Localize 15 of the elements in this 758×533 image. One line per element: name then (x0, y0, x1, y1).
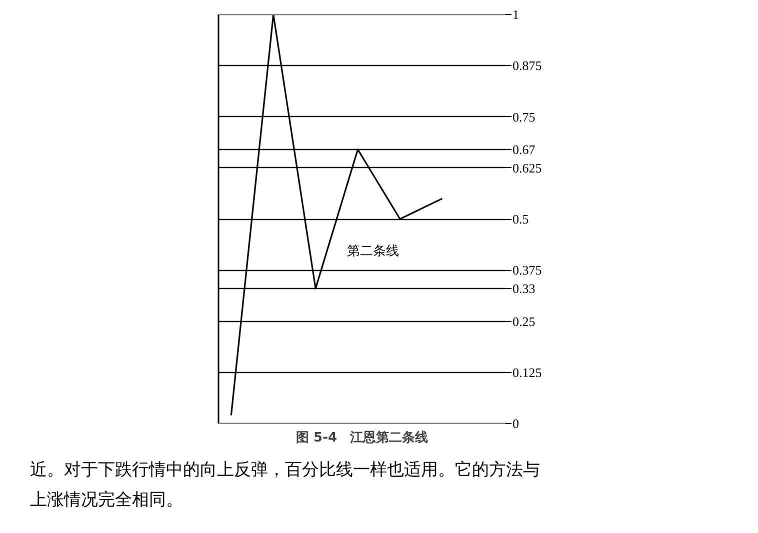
y-tick-label: 0 (512, 416, 519, 431)
y-tick-label: 0.33 (512, 281, 536, 296)
annotation: 第二条线 (347, 244, 400, 260)
y-tick-label: 0.67 (512, 142, 536, 157)
y-tick-label: 0.875 (512, 58, 542, 74)
y-tick-label: 0.5 (512, 212, 529, 226)
text: 近。对于下跌行情中的向上反弹，百分比线一样也适用。它的方法与 (30, 460, 540, 480)
y-tick-label: 0.375 (512, 262, 542, 278)
y-tick-label: 0.25 (512, 314, 536, 329)
y-tick-label: 0.75 (512, 109, 536, 124)
y-tick-label: 0.125 (512, 364, 542, 380)
y-tick-label: 1 (512, 7, 519, 22)
text: 图 5-4 江恩第二条线 (296, 430, 428, 446)
text: 上涨情况完全相同。 (30, 490, 183, 510)
y-tick-label: 0.625 (512, 160, 542, 176)
